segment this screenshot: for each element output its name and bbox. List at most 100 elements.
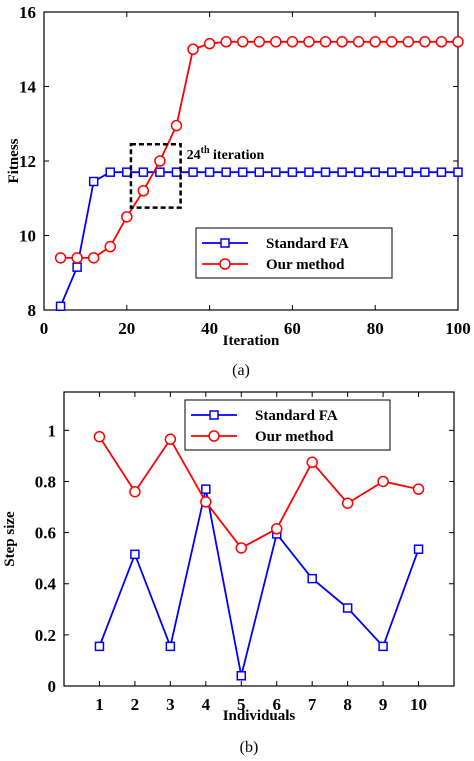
data-point-square xyxy=(204,167,215,177)
legend-box xyxy=(195,227,393,279)
series-line-1 xyxy=(98,436,419,550)
data-point-circle xyxy=(137,185,150,197)
x-tick-label: 2 xyxy=(131,695,140,714)
y-axis-label: Step size xyxy=(2,511,18,567)
data-point-circle xyxy=(270,523,283,535)
data-point-circle xyxy=(369,36,381,48)
y-tick-label: 8 xyxy=(28,301,37,320)
data-point-circle xyxy=(220,36,232,48)
data-point-circle xyxy=(253,36,266,48)
y-tick-label: 10 xyxy=(19,227,36,246)
x-tick-label: 100 xyxy=(445,319,471,338)
data-point-square xyxy=(370,167,380,177)
data-point-circle xyxy=(419,36,431,48)
data-point-square xyxy=(413,544,424,554)
data-point-circle xyxy=(203,37,216,50)
y-tick-label: 16 xyxy=(19,3,36,22)
data-point-circle xyxy=(336,36,348,48)
data-point-circle xyxy=(129,485,141,498)
data-point-square xyxy=(271,167,281,177)
legend-marker-square xyxy=(220,238,230,248)
x-tick-label: 8 xyxy=(343,695,352,714)
data-point-square xyxy=(72,262,82,272)
data-point-circle xyxy=(352,36,365,48)
data-point-square xyxy=(201,484,211,494)
data-point-square xyxy=(436,167,447,177)
data-point-circle xyxy=(435,36,448,48)
annotation-superscript: th xyxy=(201,145,210,156)
data-point-square xyxy=(420,167,430,177)
annotation-box xyxy=(129,142,182,209)
data-point-circle xyxy=(187,43,199,55)
data-point-square xyxy=(138,167,149,177)
data-point-circle xyxy=(164,433,177,446)
data-point-square xyxy=(453,167,463,177)
data-point-square xyxy=(55,301,66,312)
data-point-square xyxy=(237,167,248,177)
x-tick-label: 0 xyxy=(40,319,49,338)
y-axis-label: Fitness xyxy=(6,138,22,183)
x-tick-label: 60 xyxy=(284,319,301,338)
legend-label: Standard FA xyxy=(266,236,349,252)
data-point-circle xyxy=(286,36,299,48)
data-point-square xyxy=(105,167,115,177)
legend-marker-circle xyxy=(219,258,231,270)
data-point-square xyxy=(342,603,353,613)
data-point-square xyxy=(387,167,397,177)
y-tick-label: 0.2 xyxy=(35,626,56,645)
x-tick-label: 1 xyxy=(95,695,104,714)
data-point-circle xyxy=(319,36,332,48)
x-tick-label: 3 xyxy=(166,695,175,714)
data-point-circle xyxy=(270,36,282,48)
y-tick-label: 1 xyxy=(48,421,57,440)
data-point-square xyxy=(304,167,314,177)
y-tick-label: 0.6 xyxy=(35,524,56,543)
legend-label: Standard FA xyxy=(255,408,338,424)
figure-caption: (a) xyxy=(232,362,250,379)
y-tick-label: 0.4 xyxy=(35,575,57,594)
y-tick-label: 0.8 xyxy=(35,472,56,491)
data-point-square xyxy=(188,167,198,177)
plot-frame-1 xyxy=(63,391,455,687)
x-tick-label: 80 xyxy=(367,319,384,338)
data-point-square xyxy=(165,641,176,652)
legend-box xyxy=(184,399,391,451)
y-tick-label: 12 xyxy=(19,152,36,171)
x-tick-label: 20 xyxy=(118,319,135,338)
data-point-square xyxy=(403,167,414,177)
x-tick-label: 6 xyxy=(272,695,281,714)
data-point-square xyxy=(221,167,231,177)
data-point-circle xyxy=(71,252,83,264)
data-point-circle xyxy=(170,119,183,132)
data-point-circle xyxy=(452,36,464,48)
data-point-circle xyxy=(236,36,249,48)
data-point-circle xyxy=(377,475,389,488)
annotation-text: 24th iteration xyxy=(187,145,265,163)
x-tick-label: 40 xyxy=(201,319,218,338)
annotation-label: iteration xyxy=(210,148,265,163)
x-tick-label: 9 xyxy=(379,695,388,714)
x-axis-label: Individuals xyxy=(223,708,296,724)
x-tick-label: 4 xyxy=(202,695,211,714)
data-point-square xyxy=(130,549,140,560)
data-point-circle xyxy=(154,155,166,167)
figure-caption: (b) xyxy=(240,739,259,756)
data-point-square xyxy=(287,167,298,177)
data-point-square xyxy=(94,641,105,652)
annotation-number: 24 xyxy=(187,148,201,163)
data-point-circle xyxy=(306,456,318,469)
data-point-circle xyxy=(303,36,315,48)
data-point-circle xyxy=(402,36,415,48)
data-point-circle xyxy=(341,497,354,509)
data-point-circle xyxy=(412,483,425,495)
data-point-circle xyxy=(121,211,133,223)
data-point-circle xyxy=(87,252,100,264)
data-point-square xyxy=(353,167,364,177)
x-axis-label: Iteration xyxy=(223,333,280,349)
data-point-circle xyxy=(200,496,212,508)
y-tick-label: 14 xyxy=(19,78,37,97)
data-point-square xyxy=(155,167,165,177)
x-tick-label: 5 xyxy=(237,695,246,714)
data-point-circle xyxy=(93,430,106,443)
